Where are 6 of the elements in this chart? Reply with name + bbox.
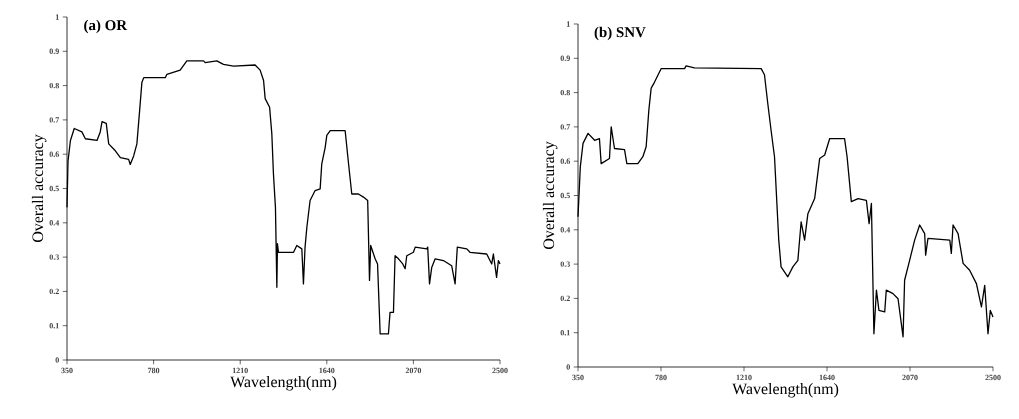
y-axis-title: Overall accuracy xyxy=(542,141,558,250)
chart-title: (a) OR xyxy=(84,19,128,34)
x-axis-title: Wavelength(nm) xyxy=(230,376,337,391)
y-axis-title: Overall accuracy xyxy=(31,134,47,243)
x-axis-title: Wavelength(nm) xyxy=(732,383,839,398)
chart-title: (b) SNV xyxy=(594,26,646,41)
